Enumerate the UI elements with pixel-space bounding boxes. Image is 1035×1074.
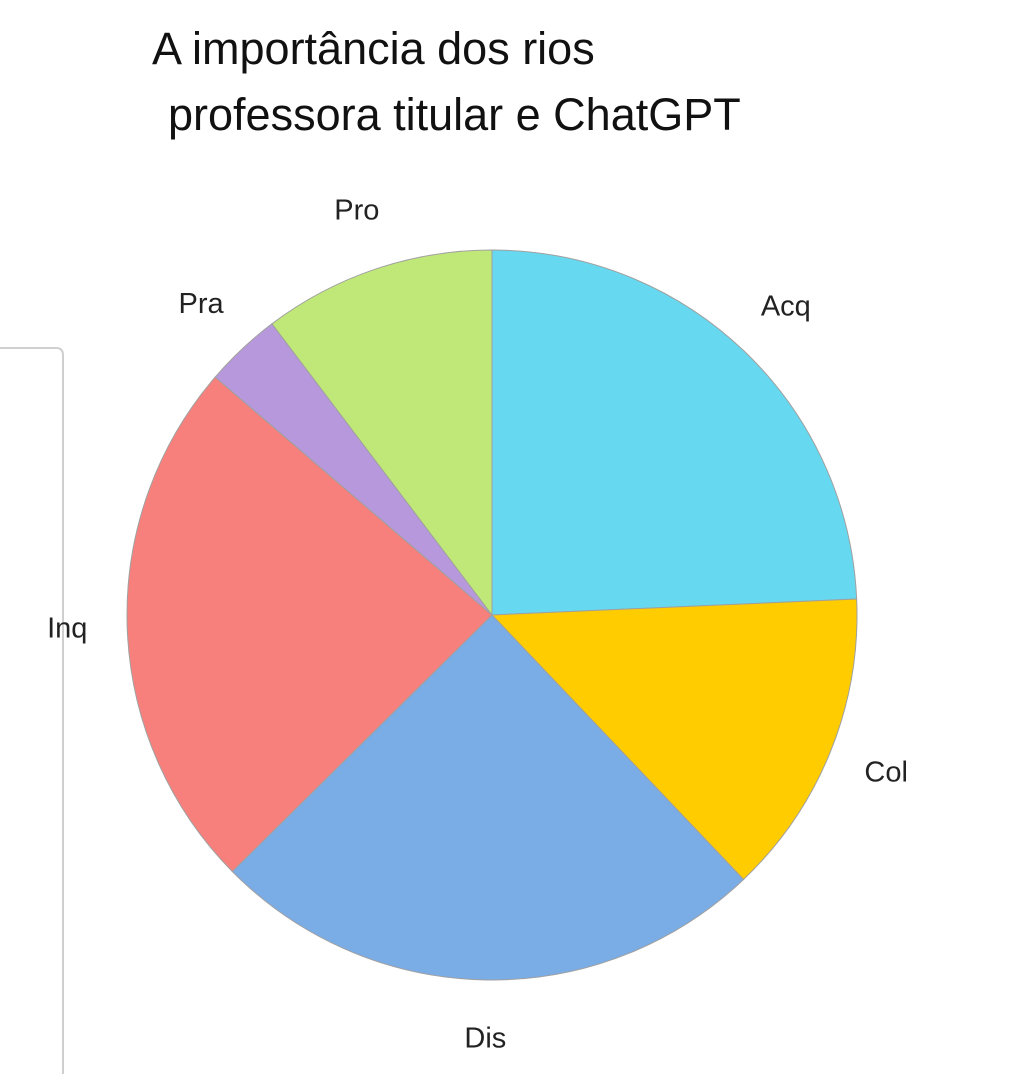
- slice-label: Col: [864, 757, 908, 789]
- slice-label: Pro: [334, 195, 379, 227]
- pie-slice: [491, 249, 858, 616]
- chart-title: A importância dos rios: [152, 23, 595, 74]
- slice-label: Inq: [47, 612, 87, 644]
- slice-label: Pra: [178, 288, 224, 320]
- slice-label: Acq: [761, 291, 811, 323]
- slice-label: Dis: [464, 1023, 506, 1055]
- pie-slice: [231, 614, 745, 981]
- pie-slice: [126, 376, 493, 873]
- pie-slice: [271, 249, 493, 617]
- pie-slice: [490, 598, 858, 881]
- panel-frame: [0, 347, 64, 1074]
- chart-subtitle: professora titular e ChatGPT: [168, 89, 741, 140]
